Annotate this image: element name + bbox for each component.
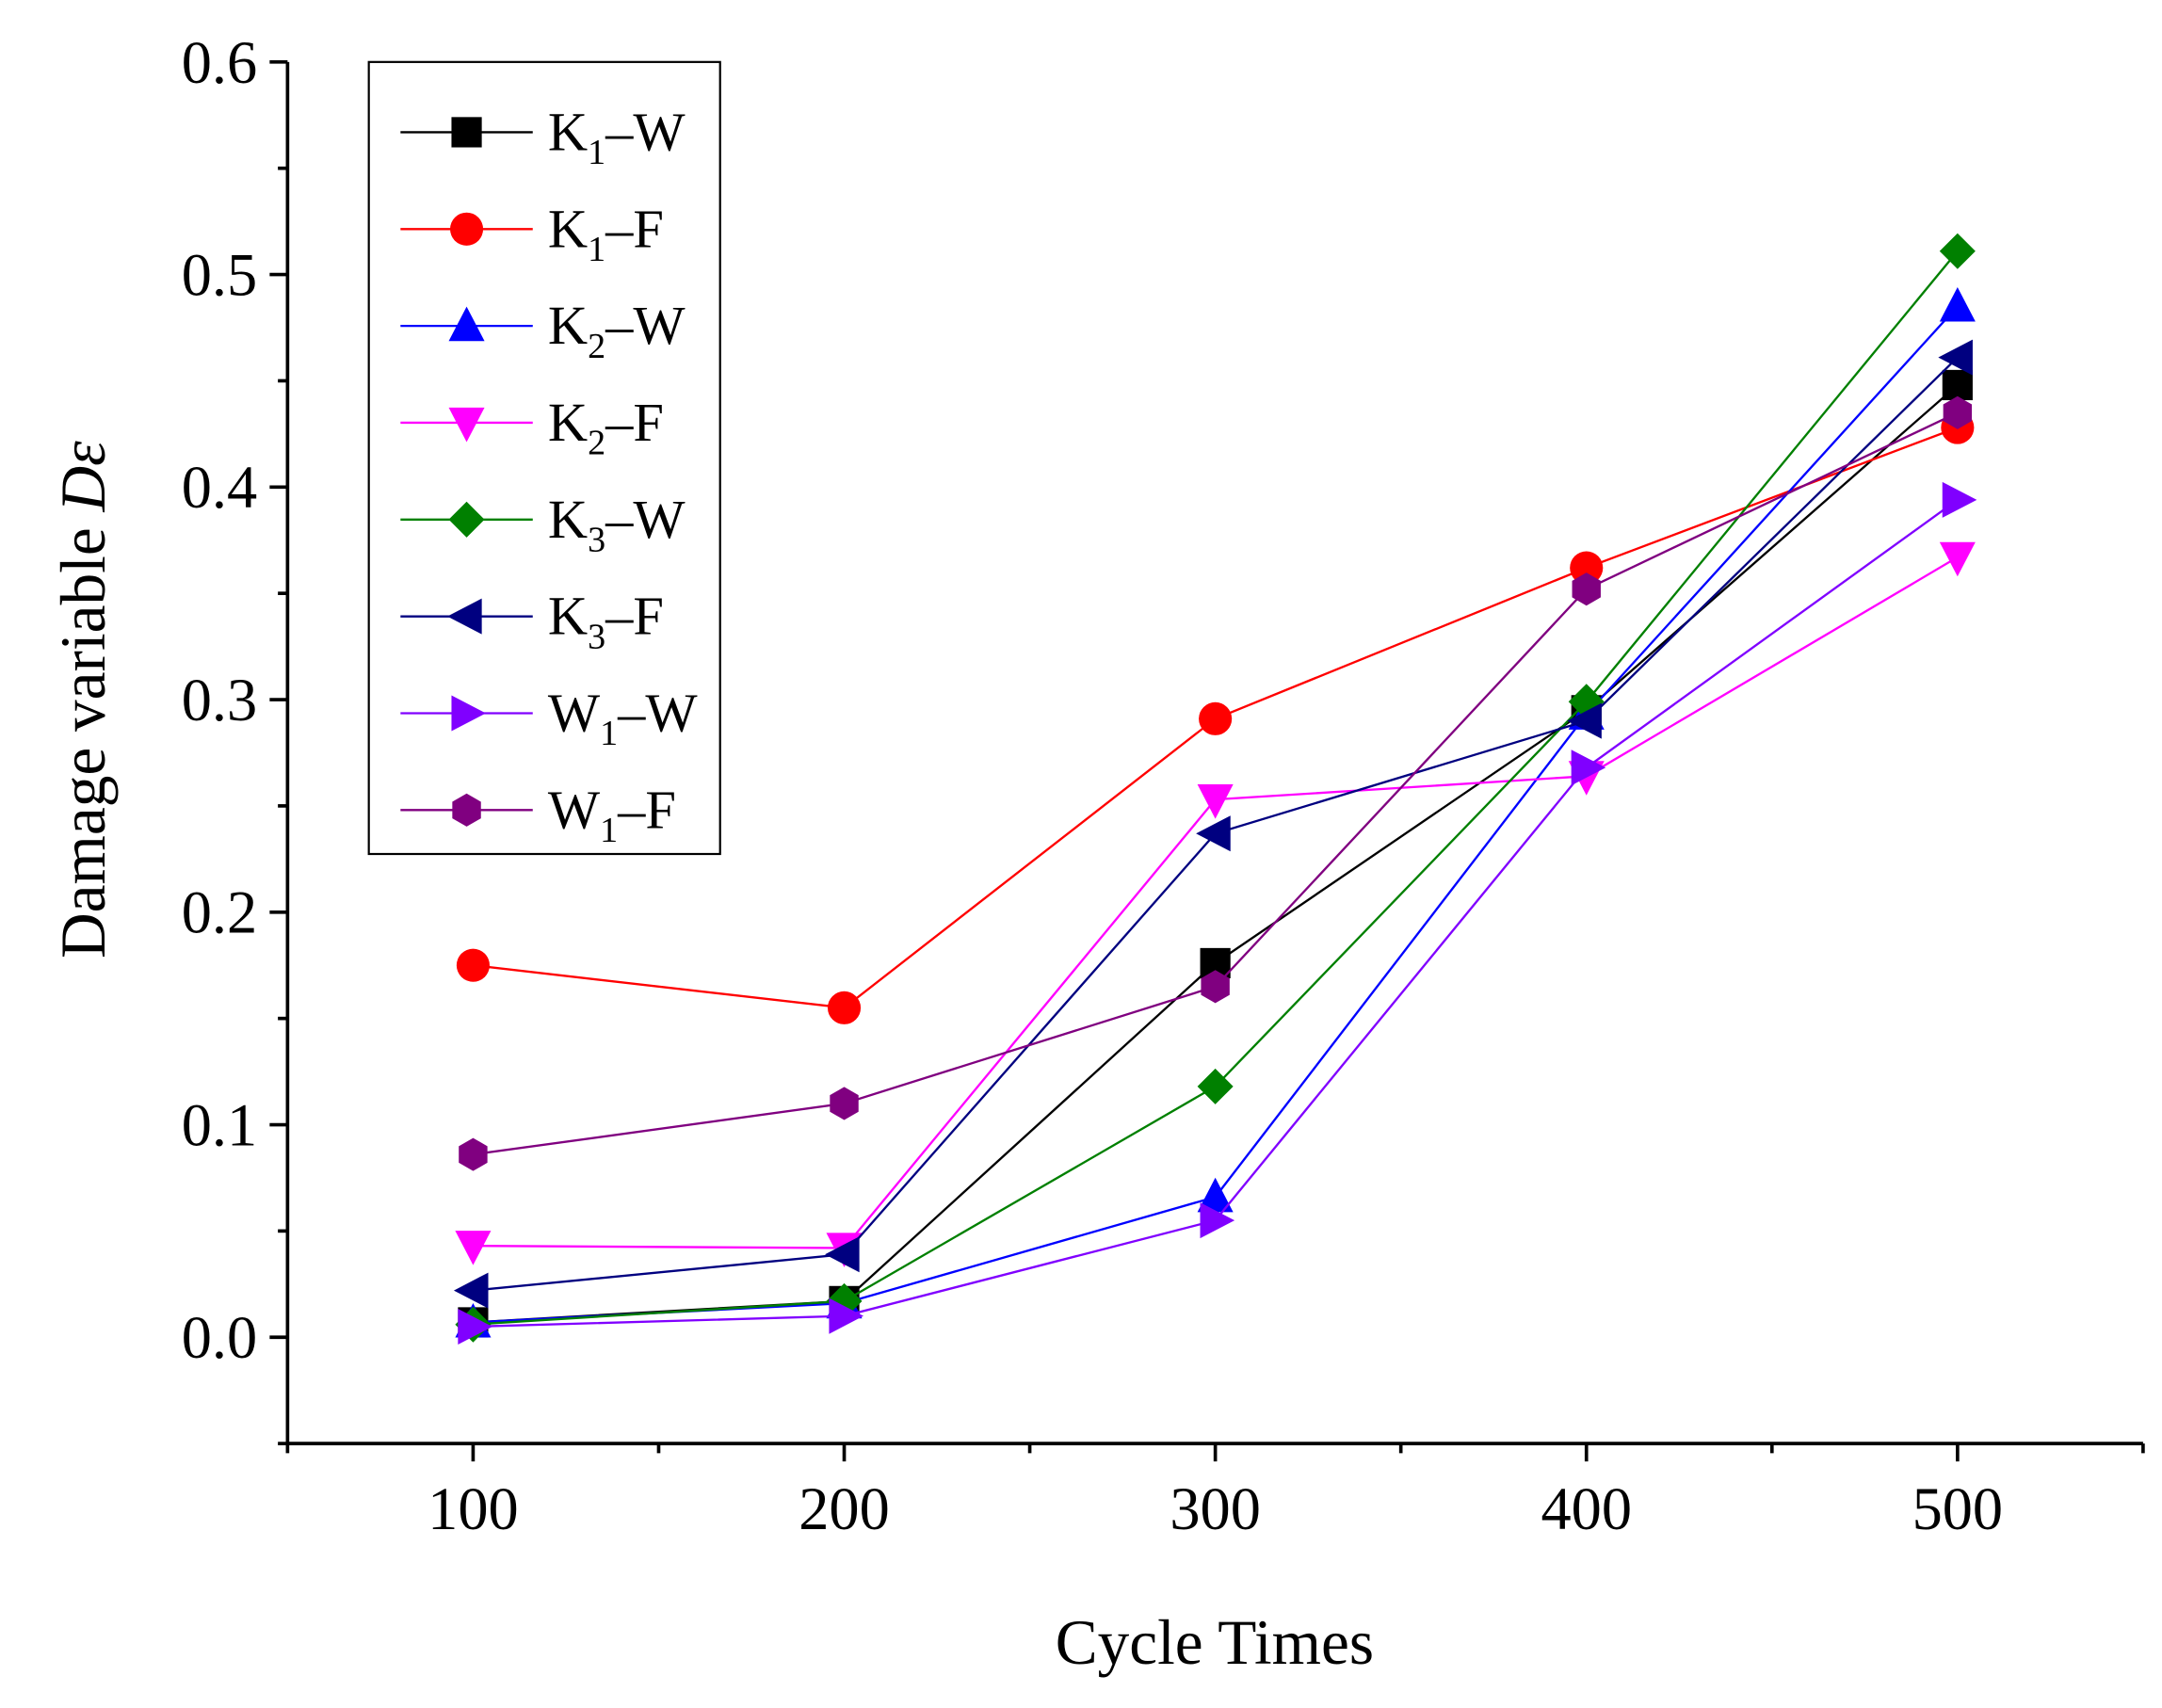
legend-label: W1–F (548, 779, 676, 850)
hexagon-marker (830, 1087, 859, 1120)
triangle-down-marker (448, 407, 485, 443)
axes: 0.0 0.1 0.2 0.3 0.4 0.5 0.6 100 200 300 400 500 (182, 29, 2145, 1542)
x-tick-label: 300 (1170, 1475, 1261, 1542)
legend-label: K2–F (548, 392, 664, 463)
series-w1-w (458, 481, 1977, 1345)
legend-label-suffix: –F (605, 198, 664, 259)
triangle-right-marker (451, 695, 487, 732)
triangle-down-marker (455, 1231, 492, 1265)
triangle-right-marker (1571, 749, 1606, 786)
y-axis-label-symbol: Dε (48, 441, 119, 513)
legend-label-suffix: –F (605, 586, 664, 647)
series-group (453, 233, 1977, 1345)
legend-item: W1–F (400, 779, 676, 850)
hexagon-marker (452, 793, 481, 827)
x-axis-label: Cycle Times (1056, 1607, 1374, 1678)
legend-label-base: K (548, 101, 588, 162)
legend-item: K2–F (400, 392, 664, 463)
legend-label-sub: 3 (588, 617, 605, 656)
x-tick-label: 200 (799, 1475, 890, 1542)
series-w1-f (459, 395, 1973, 1171)
square-marker (1942, 369, 1973, 401)
legend-label-base: K (548, 586, 588, 647)
circle-marker (827, 991, 862, 1024)
triangle-left-marker (825, 1236, 860, 1273)
legend-item: K1–W (400, 101, 686, 172)
y-tick-label: 0.3 (182, 667, 257, 733)
legend-label: K3–F (548, 586, 664, 657)
legend-box (367, 60, 721, 856)
legend-label-suffix: –F (605, 392, 664, 453)
triangle-down-marker (1939, 541, 1976, 577)
legend-label-suffix: –W (617, 683, 698, 744)
hexagon-marker (459, 1137, 488, 1171)
circle-marker (449, 212, 484, 246)
x-tick-label: 400 (1541, 1475, 1632, 1542)
triangle-up-marker (1939, 286, 1976, 322)
y-tick-label: 0.4 (182, 454, 257, 521)
triangle-left-marker (453, 1272, 489, 1309)
diamond-marker (1939, 233, 1976, 269)
triangle-left-marker (1938, 339, 1973, 376)
legend-item: K1–F (400, 198, 664, 269)
triangle-left-marker (1567, 702, 1602, 739)
legend-label-suffix: –F (617, 779, 676, 840)
legend-label-sub: 2 (588, 424, 605, 463)
legend-label-sub: 1 (588, 230, 605, 269)
triangle-down-marker (1197, 784, 1234, 819)
legend-label-suffix: –W (605, 101, 686, 162)
triangle-right-marker (1200, 1202, 1235, 1239)
hexagon-marker (1572, 572, 1601, 606)
diamond-marker (1197, 1068, 1234, 1104)
y-tick-label: 0.1 (182, 1091, 257, 1158)
legend-label: K1–F (548, 198, 664, 269)
triangle-right-marker (458, 1308, 492, 1345)
legend-item: W1–W (400, 683, 698, 754)
triangle-up-marker (1197, 1177, 1234, 1213)
triangle-left-marker (1196, 815, 1231, 852)
series-k3-f (453, 339, 1973, 1309)
y-axis-label: Damage variable Dε (48, 441, 119, 959)
circle-marker (1199, 701, 1233, 735)
square-marker (451, 117, 482, 148)
legend-label-base: K (548, 295, 588, 356)
legend-label-base: K (548, 489, 588, 550)
legend-item: K3–F (400, 586, 664, 657)
triangle-right-marker (829, 1297, 864, 1334)
legend-item: K2–W (400, 295, 686, 366)
legend-label: K2–W (548, 295, 686, 366)
legend-label-suffix: –W (605, 295, 686, 356)
legend-label-sub: 2 (588, 327, 605, 366)
circle-marker (1570, 551, 1604, 585)
x-tick-label: 500 (1912, 1475, 2004, 1542)
y-axis-label-text: Damage variable (48, 511, 119, 958)
circle-marker (456, 948, 490, 982)
legend-label-sub: 3 (588, 520, 605, 559)
legend: K1–WK1–FK2–WK2–FK3–WK3–FW1–WW1–F (367, 60, 721, 856)
legend-label-base: W (548, 779, 601, 840)
legend-label-sub: 1 (588, 133, 605, 172)
triangle-up-marker (448, 306, 485, 342)
hexagon-marker (1943, 395, 1973, 429)
legend-label-suffix: –W (605, 489, 686, 550)
triangle-right-marker (1942, 481, 1977, 518)
legend-label-base: K (548, 392, 588, 453)
triangle-left-marker (447, 598, 482, 635)
legend-label: K1–W (548, 101, 686, 172)
legend-label-base: K (548, 198, 588, 259)
y-tick-label: 0.5 (182, 242, 257, 309)
y-tick-label: 0.2 (182, 879, 257, 946)
x-tick-label: 100 (428, 1475, 519, 1542)
legend-label-sub: 1 (600, 714, 618, 753)
legend-label-sub: 1 (600, 811, 618, 850)
legend-label-base: W (548, 683, 601, 744)
legend-label: K3–W (548, 489, 686, 560)
y-tick-label: 0.6 (182, 29, 257, 96)
hexagon-marker (1201, 970, 1230, 1004)
y-tick-label: 0.0 (182, 1304, 257, 1371)
legend-label: W1–W (548, 683, 698, 754)
